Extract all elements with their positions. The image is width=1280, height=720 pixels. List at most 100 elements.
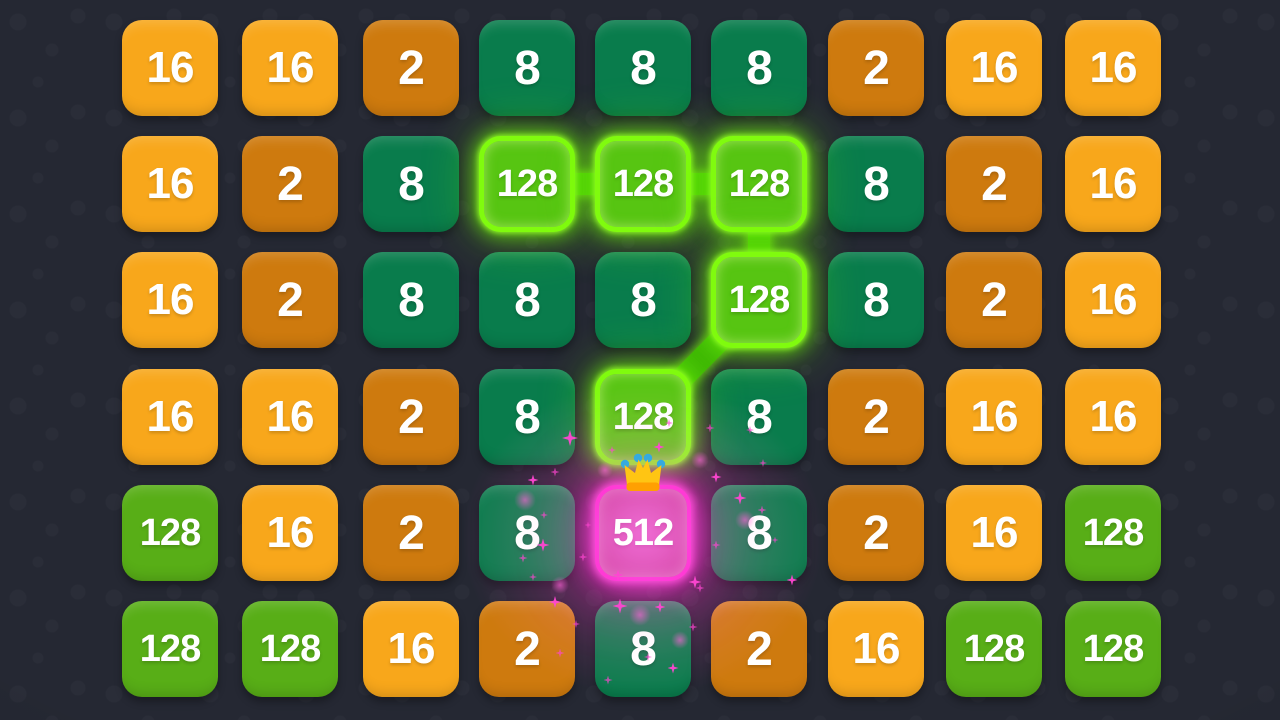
tile-value: 16	[266, 43, 315, 92]
tile-16[interactable]: 16	[242, 20, 338, 116]
tile-value: 16	[146, 159, 195, 208]
tile-value: 128	[259, 627, 321, 670]
tile-128[interactable]: 128	[479, 136, 575, 232]
tile-16[interactable]: 16	[122, 369, 218, 465]
glow-dot	[551, 576, 569, 594]
tile-8[interactable]: 8	[711, 20, 807, 116]
sparkle-icon	[644, 653, 652, 661]
tile-128[interactable]: 128	[1065, 601, 1161, 697]
tile-value: 512	[612, 511, 674, 554]
tile-value: 128	[612, 162, 674, 205]
tile-8[interactable]: 8	[595, 20, 691, 116]
tile-8[interactable]: 8	[828, 252, 924, 348]
tile-value: 16	[146, 275, 195, 324]
tile-8[interactable]: 8	[363, 252, 459, 348]
tile-16[interactable]: 16	[946, 369, 1042, 465]
tile-value: 8	[514, 390, 541, 444]
sparkle-icon	[695, 583, 705, 593]
tile-128[interactable]: 128	[711, 136, 807, 232]
tile-value: 128	[139, 627, 201, 670]
tile-16[interactable]: 16	[122, 136, 218, 232]
tile-value: 2	[746, 622, 773, 676]
sparkle-icon	[771, 536, 779, 544]
tile-value: 2	[863, 41, 890, 95]
tile-value: 16	[146, 43, 195, 92]
tile-16[interactable]: 16	[363, 601, 459, 697]
tile-value: 128	[1082, 627, 1144, 670]
tile-128[interactable]: 128	[122, 485, 218, 581]
tile-128[interactable]: 128	[242, 601, 338, 697]
sparkle-icon	[759, 459, 767, 467]
tile-2[interactable]: 2	[828, 20, 924, 116]
tile-value: 128	[496, 162, 558, 205]
glow-dot	[671, 631, 689, 649]
tile-16[interactable]: 16	[946, 485, 1042, 581]
tile-2[interactable]: 2	[828, 369, 924, 465]
tile-value: 16	[1089, 43, 1138, 92]
tile-2[interactable]: 2	[711, 601, 807, 697]
tile-16[interactable]: 16	[828, 601, 924, 697]
glow-dot	[629, 604, 651, 626]
tile-8[interactable]: 8	[828, 136, 924, 232]
tile-16[interactable]: 16	[946, 20, 1042, 116]
tile-2[interactable]: 2	[242, 252, 338, 348]
tile-2[interactable]: 2	[242, 136, 338, 232]
tile-16[interactable]: 16	[1065, 20, 1161, 116]
tile-value: 2	[981, 157, 1008, 211]
tile-128[interactable]: 128	[946, 601, 1042, 697]
glow-dot	[735, 510, 755, 530]
tile-2[interactable]: 2	[363, 369, 459, 465]
tile-value: 8	[398, 157, 425, 211]
tile-value: 16	[146, 392, 195, 441]
tile-8[interactable]: 8	[711, 485, 807, 581]
tile-128[interactable]: 128	[122, 601, 218, 697]
sparkle-icon	[710, 471, 722, 483]
tile-value: 2	[398, 390, 425, 444]
tile-value: 16	[1089, 275, 1138, 324]
tile-128[interactable]: 128	[711, 252, 807, 348]
tile-2[interactable]: 2	[479, 601, 575, 697]
tile-16[interactable]: 16	[1065, 369, 1161, 465]
tile-value: 2	[514, 622, 541, 676]
tile-8[interactable]: 8	[711, 369, 807, 465]
tile-8[interactable]: 8	[479, 369, 575, 465]
tile-value: 16	[266, 392, 315, 441]
tile-2[interactable]: 2	[946, 252, 1042, 348]
tile-8[interactable]: 8	[363, 136, 459, 232]
tile-2[interactable]: 2	[828, 485, 924, 581]
tile-value: 128	[728, 278, 790, 321]
sparkle-icon	[757, 505, 767, 515]
tile-2[interactable]: 2	[363, 485, 459, 581]
tile-16[interactable]: 16	[242, 369, 338, 465]
tile-2[interactable]: 2	[946, 136, 1042, 232]
tile-value: 128	[1082, 511, 1144, 554]
tile-16[interactable]: 16	[1065, 136, 1161, 232]
tile-value: 128	[963, 627, 1025, 670]
tile-16[interactable]: 16	[242, 485, 338, 581]
sparkle-icon	[555, 648, 565, 658]
tile-2[interactable]: 2	[363, 20, 459, 116]
tile-16[interactable]: 16	[122, 20, 218, 116]
tile-value: 2	[863, 506, 890, 560]
tile-value: 16	[970, 508, 1019, 557]
crown-icon	[620, 453, 666, 491]
tile-512[interactable]: 512	[595, 485, 691, 581]
tile-value: 16	[970, 392, 1019, 441]
glow-dot	[597, 462, 613, 478]
tile-8[interactable]: 8	[479, 252, 575, 348]
tile-8[interactable]: 8	[479, 20, 575, 116]
tile-value: 16	[970, 43, 1019, 92]
tile-value: 2	[981, 273, 1008, 327]
tile-value: 8	[630, 41, 657, 95]
sparkle-icon	[665, 419, 673, 427]
tile-16[interactable]: 16	[122, 252, 218, 348]
tile-value: 8	[630, 622, 657, 676]
tile-value: 128	[728, 162, 790, 205]
tile-8[interactable]: 8	[595, 252, 691, 348]
sparkle-icon	[550, 467, 560, 477]
tile-16[interactable]: 16	[1065, 252, 1161, 348]
tile-128[interactable]: 128	[1065, 485, 1161, 581]
tile-128[interactable]: 128	[595, 136, 691, 232]
glow-dot	[514, 489, 536, 511]
